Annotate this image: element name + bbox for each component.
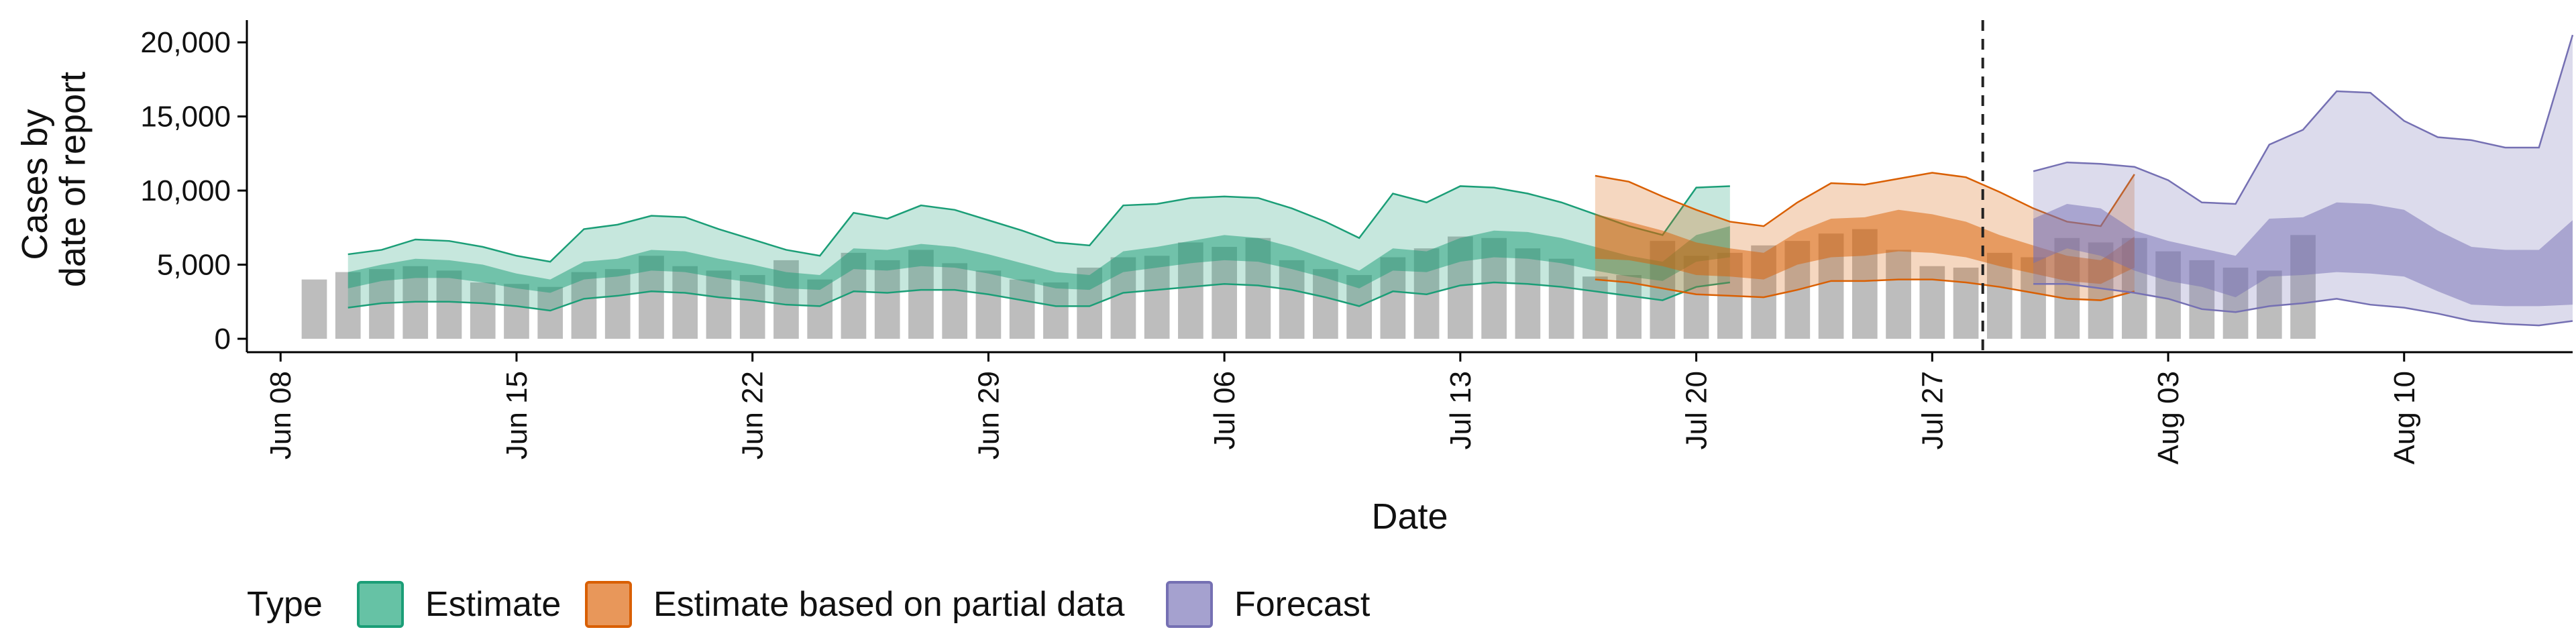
- reported-cases-bar: [1886, 250, 1911, 339]
- x-tick-label: Jun 15: [500, 371, 533, 460]
- y-tick-label: 15,000: [140, 101, 231, 133]
- reported-cases-bar: [975, 270, 1002, 339]
- reported-cases-bar: [504, 284, 529, 339]
- y-axis-ticks: 0 5,000 10,000 15,000 20,000: [140, 26, 247, 356]
- reported-cases-bar: [1919, 266, 1945, 339]
- x-tick-label: Jun 22: [737, 371, 769, 460]
- reported-cases-bar: [571, 272, 597, 339]
- estimate-upper-line: [347, 185, 1730, 263]
- estimate-band-90: [347, 186, 1730, 311]
- reported-cases-bar: [1212, 247, 1237, 339]
- y-axis-title: Cases by date of report: [15, 72, 93, 287]
- estimate-based-on-partial-data-upper-line: [1595, 172, 2135, 227]
- estimate-lower-line: [347, 281, 1731, 312]
- forecast-band-50: [2033, 202, 2573, 307]
- y-axis-title-line-2: date of report: [53, 72, 93, 287]
- reported-cases-bar: [1043, 282, 1069, 339]
- reported-cases-bar: [1548, 258, 1574, 339]
- x-tick-label: Jul 20: [1680, 371, 1713, 449]
- legend-key-estimate: [357, 581, 404, 628]
- reported-cases-bar: [1313, 269, 1338, 339]
- legend-key-estimate-partial: [585, 581, 632, 628]
- reported-cases-bar: [1582, 276, 1608, 339]
- reported-cases-bar: [672, 266, 698, 339]
- estimate-band-50: [347, 226, 1730, 293]
- reported-cases-bar: [874, 260, 900, 339]
- y-axis-title-line-1: Cases by: [15, 109, 55, 260]
- legend-title: Type: [247, 585, 323, 624]
- x-tick-label: Jul 13: [1444, 371, 1477, 449]
- x-tick-label: Jun 29: [972, 371, 1005, 460]
- reported-cases-bar: [470, 282, 496, 339]
- reported-cases-bar: [1953, 267, 1979, 339]
- reported-cases-bar: [1279, 260, 1305, 339]
- reported-cases-bar: [1515, 248, 1541, 339]
- x-tick-label: Aug 03: [2152, 371, 2185, 464]
- x-axis-title: Date: [1371, 496, 1448, 537]
- reported-cases-bar: [942, 263, 968, 339]
- legend-label-estimate: Estimate: [425, 585, 561, 624]
- legend-key-forecast: [1166, 581, 1213, 628]
- reported-cases-bar: [706, 270, 732, 339]
- reported-cases-bar: [436, 270, 462, 339]
- estimate-based-on-partial-data-band-50: [1595, 209, 2135, 284]
- x-tick-label: Jul 06: [1208, 371, 1241, 449]
- legend-label-forecast: Forecast: [1234, 585, 1371, 624]
- x-tick-label: Jul 27: [1916, 371, 1949, 449]
- y-tick-label: 10,000: [140, 174, 231, 207]
- reported-cases-bar: [739, 275, 765, 339]
- reported-cases-bar: [1009, 279, 1035, 339]
- forecast-upper-line: [2033, 34, 2574, 205]
- reported-cases-bar: [1616, 275, 1642, 339]
- x-tick-label: Jun 08: [264, 371, 297, 460]
- forecast-lower-line: [2033, 283, 2573, 327]
- y-tick-label: 0: [215, 323, 231, 356]
- x-axis-ticks: Jun 08 Jun 15 Jun 22 Jun 29 Jul 06 Jul 13 Jul …: [264, 352, 2421, 464]
- y-tick-label: 5,000: [157, 249, 231, 282]
- legend-label-estimate-partial: Estimate based on partial data: [653, 585, 1125, 624]
- x-tick-label: Aug 10: [2388, 371, 2421, 464]
- y-tick-label: 20,000: [140, 26, 231, 59]
- estimate-based-on-partial-data-lower-line: [1595, 278, 2135, 301]
- reported-cases-bar: [537, 286, 564, 339]
- legend: Type Estimate Estimate based on partial …: [247, 581, 1371, 628]
- reported-cases-bar: [604, 269, 631, 339]
- estimate-bands: [347, 34, 2574, 327]
- reported-cases-bar: [301, 279, 327, 339]
- reported-cases-bar: [1144, 256, 1170, 339]
